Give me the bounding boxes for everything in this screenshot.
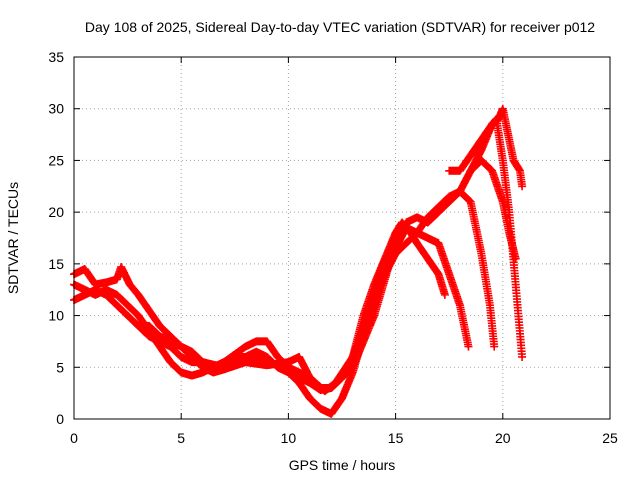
x-tick-label: 15 [388, 430, 404, 446]
x-tick-label: 10 [281, 430, 297, 446]
x-tick-label: 25 [602, 430, 618, 446]
data-series-track-d [134, 156, 520, 392]
data-point-marker [518, 352, 527, 361]
chart-title: Day 108 of 2025, Sidereal Day-to-day VTE… [85, 19, 595, 35]
y-tick-label: 15 [48, 256, 64, 272]
y-tick-label: 0 [56, 411, 64, 427]
data-series [70, 104, 527, 418]
x-tick-label: 20 [495, 430, 511, 446]
data-point-marker [518, 182, 527, 191]
y-tick-label: 25 [48, 152, 64, 168]
axis-ticks: 0 5 10 15 20 25 0 5 10 15 20 25 30 35 [48, 49, 618, 446]
y-tick-label: 5 [56, 359, 64, 375]
y-axis-label: SDTVAR / TECUs [5, 182, 21, 294]
x-tick-label: 0 [70, 430, 78, 446]
data-point-marker [464, 342, 473, 351]
data-point-marker [490, 342, 499, 351]
y-tick-label: 35 [48, 49, 64, 65]
x-tick-label: 5 [177, 430, 185, 446]
x-axis-label: GPS time / hours [289, 457, 396, 473]
plot-frame [73, 56, 611, 420]
data-series-track-f [466, 115, 527, 361]
y-tick-label: 30 [48, 101, 64, 117]
data-point-marker [440, 290, 449, 299]
y-tick-label: 20 [48, 204, 64, 220]
y-tick-label: 10 [48, 308, 64, 324]
